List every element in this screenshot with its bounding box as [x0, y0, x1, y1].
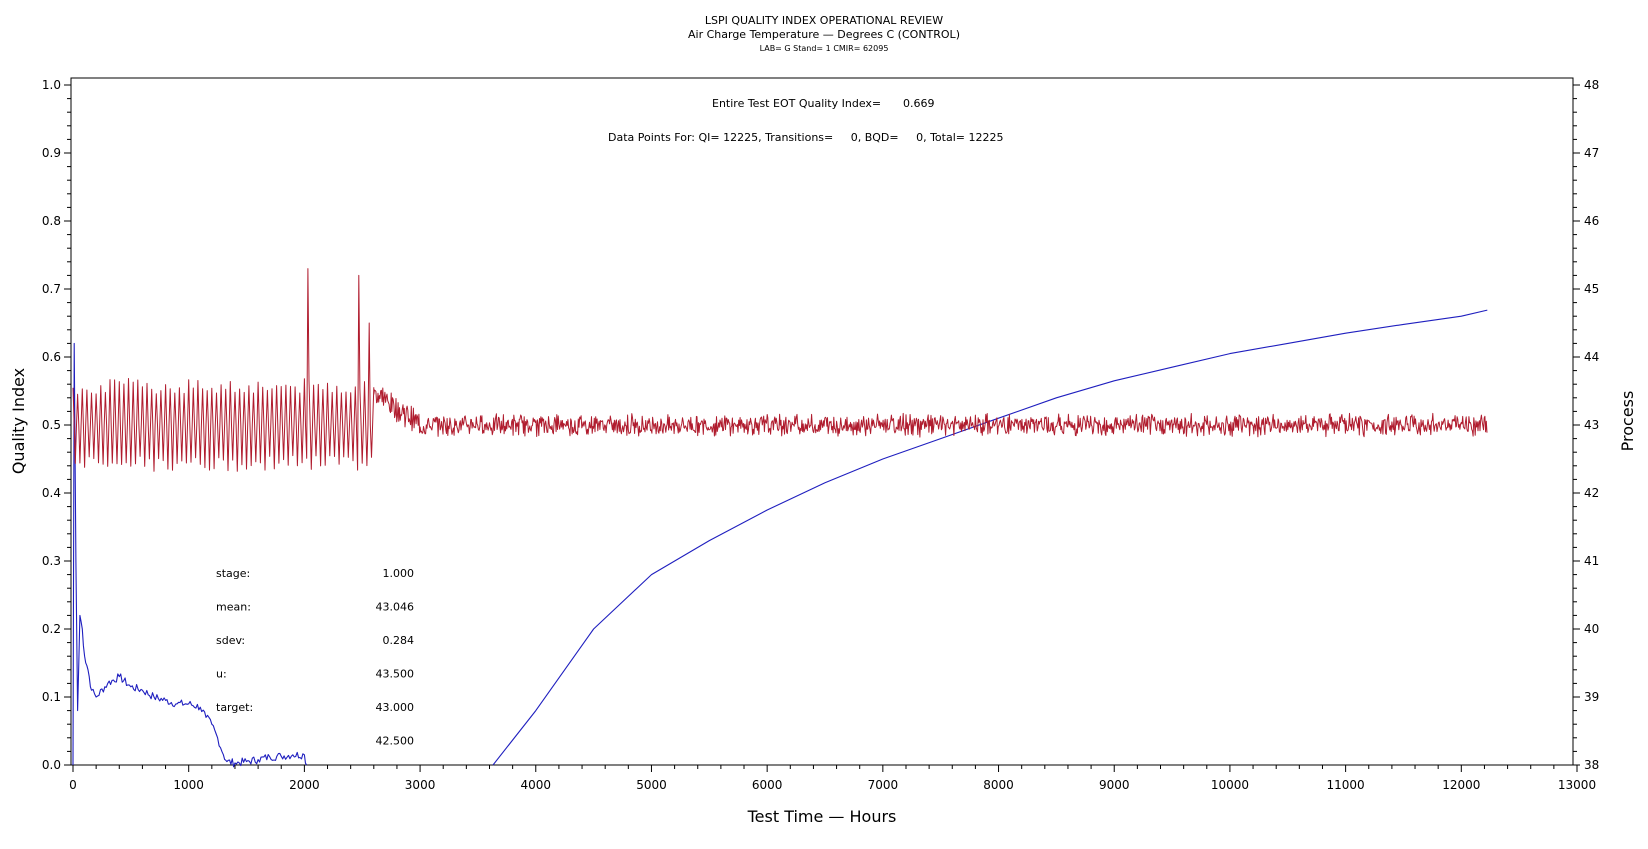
y-left-axis-label: Quality Index — [9, 368, 28, 474]
stat-value: 43.500 — [376, 668, 415, 681]
x-axis-label: Test Time — Hours — [747, 807, 897, 826]
y-right-tick-label: 46 — [1584, 214, 1599, 228]
y-right-tick-label: 38 — [1584, 758, 1599, 772]
stat-label: mean: — [216, 601, 251, 614]
y-right-tick-label: 41 — [1584, 554, 1599, 568]
stat-value: 43.046 — [376, 601, 415, 614]
y-right-tick-label: 45 — [1584, 282, 1599, 296]
x-tick-label: 0 — [69, 778, 77, 792]
x-tick-label: 10000 — [1211, 778, 1249, 792]
y-left-tick-label: 0.7 — [42, 282, 61, 296]
stat-label: sdev: — [216, 634, 245, 647]
y-right-tick-label: 39 — [1584, 690, 1599, 704]
data-points-line: Data Points For: QI= 12225, Transitions=… — [608, 131, 1003, 144]
chart-subtitle: Air Charge Temperature — Degrees C (CONT… — [688, 28, 960, 41]
plot-frame — [70, 77, 1574, 766]
y-left-tick-label: 0.0 — [42, 758, 61, 772]
x-tick-label: 5000 — [636, 778, 667, 792]
y-right-tick-label: 47 — [1584, 146, 1599, 160]
stat-value: 42.500 — [376, 735, 415, 748]
y-right-tick-label: 43 — [1584, 418, 1599, 432]
y-left-tick-label: 0.6 — [42, 350, 61, 364]
x-tick-label: 8000 — [983, 778, 1014, 792]
eot-label: Entire Test EOT Quality Index= — [712, 97, 881, 110]
y-left-tick-label: 0.5 — [42, 418, 61, 432]
eot-value: 0.669 — [903, 97, 935, 110]
stat-value: 43.000 — [376, 701, 415, 714]
stats-block: stage: 1.000 mean: 43.046 sdev: 0.284 u: 43.500… — [216, 567, 414, 748]
x-tick-label: 13000 — [1558, 778, 1596, 792]
series-line-3 — [72, 268, 1488, 472]
x-tick-label: 1000 — [173, 778, 204, 792]
y-left-tick-label: 0.9 — [42, 146, 61, 160]
y-right-tick-label: 48 — [1584, 78, 1599, 92]
y-right-axis-label: Process — [1618, 391, 1637, 452]
y-left-tick-label: 0.4 — [42, 486, 61, 500]
x-tick-label: 9000 — [1099, 778, 1130, 792]
y-left-tick-label: 1.0 — [42, 78, 61, 92]
series-group — [72, 268, 1488, 768]
y-left-tick-label: 0.2 — [42, 622, 61, 636]
series-line-1 — [72, 342, 308, 768]
y-right-tick-label: 42 — [1584, 486, 1599, 500]
x-tick-label: 4000 — [520, 778, 551, 792]
x-tick-label: 7000 — [868, 778, 899, 792]
y-right-tick-label: 44 — [1584, 350, 1599, 364]
stat-value: 1.000 — [383, 567, 415, 580]
chart-subtitle-small: LAB= G Stand= 1 CMIR= 62095 — [760, 44, 889, 53]
stat-label: stage: — [216, 567, 250, 580]
stat-label: target: — [216, 701, 253, 714]
y-left-tick-label: 0.8 — [42, 214, 61, 228]
y-left-tick-label: 0.1 — [42, 690, 61, 704]
y-right-tick-label: 40 — [1584, 622, 1599, 636]
y-left-tick-label: 0.3 — [42, 554, 61, 568]
x-tick-label: 12000 — [1442, 778, 1480, 792]
x-tick-label: 3000 — [405, 778, 436, 792]
x-tick-label: 11000 — [1327, 778, 1365, 792]
x-tick-label: 2000 — [289, 778, 320, 792]
x-tick-label: 6000 — [752, 778, 783, 792]
stat-label: u: — [216, 668, 227, 681]
y-right-axis-ticks: 38 39 40 41 42 43 44 45 46 47 48 — [1573, 78, 1599, 772]
stat-value: 0.284 — [383, 634, 415, 647]
y-left-axis-ticks: 0.0 0.1 0.2 0.3 0.4 0.5 0.6 0.7 0.8 0.9 1.0 — [42, 78, 71, 772]
series-line-2 — [492, 309, 1488, 766]
x-axis-ticks: 0 1000 2000 3000 4000 5000 6000 7000 8000 9000 100… — [69, 765, 1596, 792]
chart-title: LSPI QUALITY INDEX OPERATIONAL REVIEW — [705, 14, 943, 27]
